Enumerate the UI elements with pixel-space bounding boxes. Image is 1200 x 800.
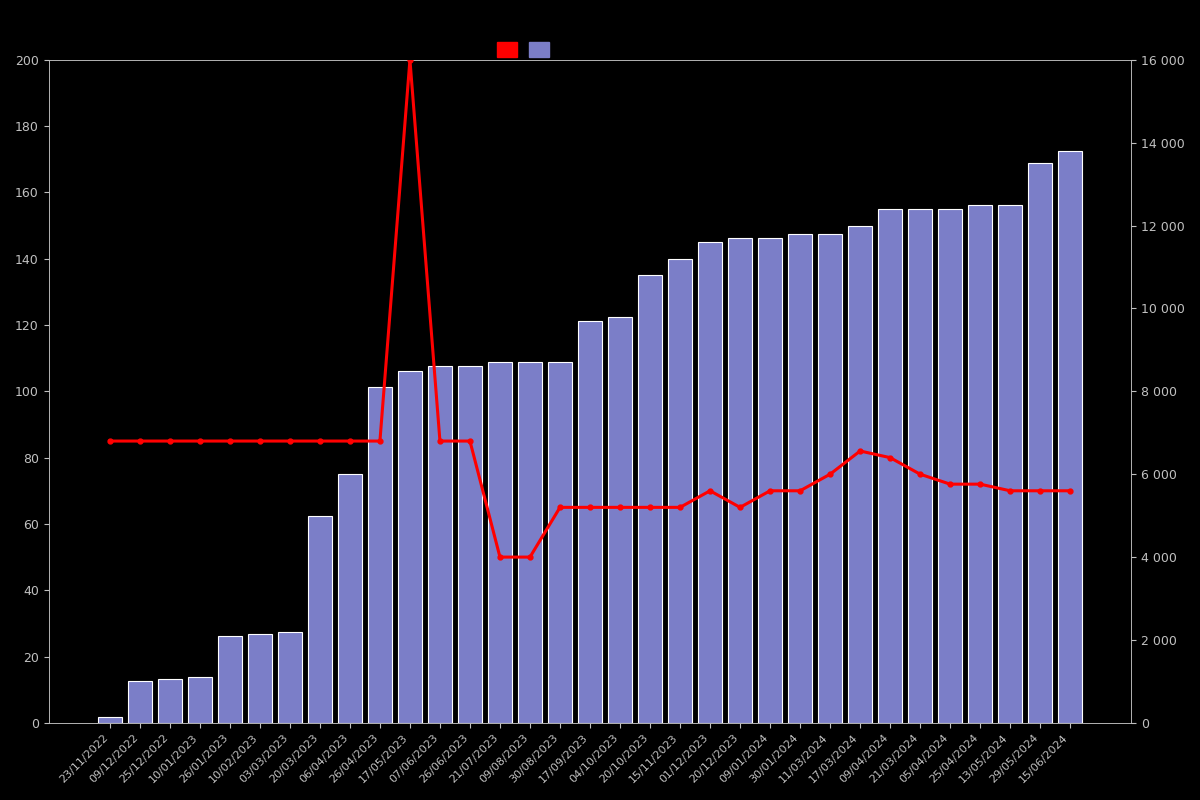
- Bar: [1028, 163, 1052, 723]
- Bar: [98, 717, 122, 723]
- Bar: [638, 275, 662, 723]
- Bar: [368, 387, 392, 723]
- Bar: [398, 370, 422, 723]
- Bar: [308, 516, 332, 723]
- Bar: [848, 226, 872, 723]
- Bar: [488, 362, 512, 723]
- Bar: [788, 234, 812, 723]
- Bar: [158, 679, 182, 723]
- Bar: [428, 366, 452, 723]
- Bar: [458, 366, 482, 723]
- Bar: [548, 362, 572, 723]
- Bar: [128, 682, 152, 723]
- Bar: [908, 209, 932, 723]
- Bar: [668, 258, 692, 723]
- Bar: [518, 362, 542, 723]
- Bar: [1058, 151, 1082, 723]
- Bar: [278, 632, 302, 723]
- Bar: [758, 238, 782, 723]
- Bar: [218, 636, 242, 723]
- Bar: [608, 317, 632, 723]
- Bar: [338, 474, 362, 723]
- Bar: [578, 321, 602, 723]
- Bar: [248, 634, 272, 723]
- Bar: [968, 205, 992, 723]
- Bar: [728, 238, 752, 723]
- Bar: [998, 205, 1022, 723]
- Legend: , : ,: [491, 37, 559, 62]
- Bar: [188, 678, 212, 723]
- Bar: [818, 234, 842, 723]
- Bar: [878, 209, 902, 723]
- Bar: [938, 209, 962, 723]
- Bar: [698, 242, 722, 723]
